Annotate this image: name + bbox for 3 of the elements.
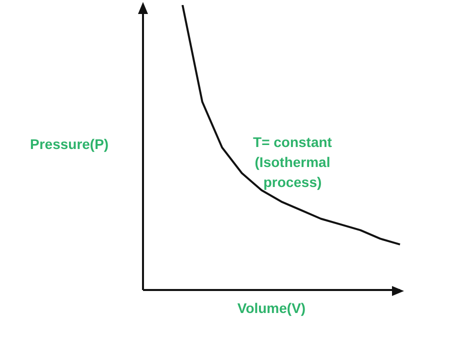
y-axis-title: Pressure(P) (30, 136, 109, 152)
annotation: T= constant (Isothermal process) (252, 133, 333, 192)
x-axis-title: Volume(V) (236, 300, 307, 316)
